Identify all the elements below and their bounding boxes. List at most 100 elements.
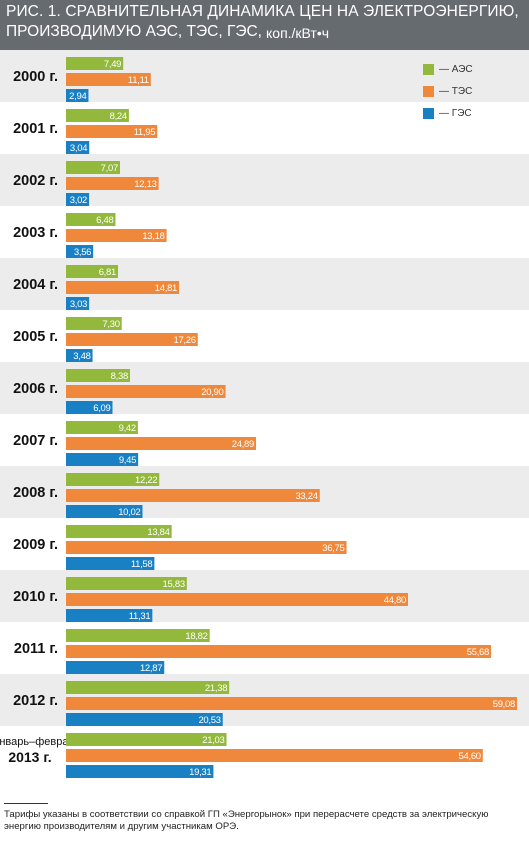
bar-ges [66, 765, 214, 778]
value-label-aes: 21,38 [205, 683, 227, 694]
value-label-aes: 7,49 [104, 59, 121, 70]
bar-tes [66, 437, 257, 450]
value-label-ges: 3,02 [70, 195, 87, 206]
value-label-tes: 44,80 [384, 595, 406, 606]
category-label: 2002 г. [13, 173, 58, 189]
legend-label-tes: — ТЭС [439, 86, 473, 97]
bar-tes [66, 229, 167, 242]
value-label-aes: 12,22 [135, 475, 157, 486]
value-label-ges: 3,04 [70, 143, 87, 154]
value-label-tes: 11,11 [128, 75, 149, 86]
value-label-aes: 7,07 [101, 163, 118, 174]
value-label-aes: 18,82 [185, 631, 207, 642]
category-label: 2011 г. [14, 641, 58, 657]
bar-aes [66, 681, 230, 694]
value-label-tes: 17,26 [173, 335, 195, 346]
value-label-aes: 6,81 [99, 267, 116, 278]
chart-header: РИС. 1. СРАВНИТЕЛЬНАЯ ДИНАМИКА ЦЕН НА ЭЛ… [0, 0, 529, 50]
category-label: 2005 г. [13, 329, 58, 345]
bar-ges [66, 141, 90, 154]
value-label-ges: 11,58 [131, 559, 153, 570]
value-label-aes: 7,30 [102, 319, 119, 330]
value-label-tes: 13,18 [142, 231, 164, 242]
bar-aes [66, 629, 210, 642]
bar-tes [66, 541, 347, 554]
value-label-ges: 3,56 [74, 247, 91, 258]
value-label-ges: 2,94 [69, 91, 86, 102]
category-label: 2007 г. [13, 433, 58, 449]
category-label-line: Январь–февраль [0, 736, 81, 748]
bar-aes [66, 57, 124, 70]
bar-aes [66, 265, 118, 278]
legend-item-ges: — ГЭС [423, 108, 472, 119]
value-label-tes: 54,60 [459, 751, 481, 762]
category-label: 2008 г. [13, 485, 58, 501]
bar-ges [66, 661, 165, 674]
bar-tes [66, 749, 483, 762]
legend-label-ges: — ГЭС [439, 108, 472, 119]
value-label-tes: 12,13 [134, 179, 156, 190]
category-label: 2013 г. [8, 749, 51, 765]
bar-ges [66, 297, 90, 310]
footnote: Тарифы указаны в соответствии со справко… [4, 809, 489, 832]
value-label-ges: 20,53 [198, 715, 220, 726]
chart-title: РИС. 1. СРАВНИТЕЛЬНАЯ ДИНАМИКА ЦЕН НА ЭЛ… [6, 3, 519, 20]
value-label-tes: 14,81 [155, 283, 177, 294]
bar-aes [66, 161, 120, 174]
legend-swatch-ges [423, 108, 434, 119]
legend-swatch-tes [423, 86, 434, 97]
value-label-ges: 3,03 [70, 299, 87, 310]
bar-aes [66, 369, 130, 382]
category-label: 2009 г. [13, 537, 58, 553]
category-label: 2001 г. [13, 121, 58, 137]
value-label-aes: 21,03 [202, 735, 224, 746]
value-label-tes: 36,75 [322, 543, 344, 554]
legend-item-tes: — ТЭС [423, 86, 472, 97]
bar-ges [66, 401, 113, 414]
bar-ges [66, 89, 89, 102]
bar-ges [66, 349, 93, 362]
bar-tes [66, 697, 517, 710]
bar-aes [66, 109, 129, 122]
bar-ges [66, 505, 143, 518]
category-label: 2012 г. [13, 693, 58, 709]
value-label-aes: 13,84 [147, 527, 169, 538]
bar-ges [66, 193, 90, 206]
value-label-tes: 24,89 [232, 439, 254, 450]
bar-aes [66, 473, 160, 486]
value-label-ges: 10,02 [118, 507, 140, 518]
bar-tes [66, 125, 158, 138]
value-label-aes: 15,83 [163, 579, 185, 590]
value-label-tes: 59,08 [493, 699, 515, 710]
legend-item-aes: — АЭС [423, 64, 473, 75]
chart-subtitle: ПРОИЗВОДИМУЮ АЭС, ТЭС, ГЭС, [6, 23, 262, 40]
bar-aes [66, 213, 116, 226]
value-label-aes: 6,48 [96, 215, 113, 226]
bar-chart: 2000 г. 7,49 11,11 2,94 2001 г. 8,24 11,95 3,04… [0, 50, 529, 778]
bar-ges [66, 609, 153, 622]
category-label: 2006 г. [13, 381, 58, 397]
value-label-ges: 12,87 [140, 663, 162, 674]
footnote-rule [4, 803, 48, 804]
bar-tes [66, 281, 180, 294]
unit-label: коп./кВт•ч [266, 25, 330, 41]
value-label-tes: 11,95 [134, 127, 156, 138]
category-label: 2004 г. [13, 277, 58, 293]
value-label-ges: 9,45 [119, 455, 136, 466]
value-label-aes: 9,42 [119, 423, 136, 434]
bar-aes [66, 577, 187, 590]
bar-aes [66, 733, 227, 746]
bar-ges [66, 245, 94, 258]
legend-swatch-aes [423, 64, 434, 75]
bar-tes [66, 385, 226, 398]
value-label-ges: 6,09 [93, 403, 110, 414]
bar-tes [66, 645, 492, 658]
value-label-tes: 33,24 [295, 491, 317, 502]
value-label-ges: 11,31 [129, 611, 151, 622]
value-label-ges: 19,31 [189, 767, 211, 778]
bar-tes [66, 593, 408, 606]
bar-tes [66, 489, 320, 502]
legend-label-aes: — АЭС [439, 64, 473, 75]
category-label: 2010 г. [13, 589, 58, 605]
bar-aes [66, 317, 122, 330]
